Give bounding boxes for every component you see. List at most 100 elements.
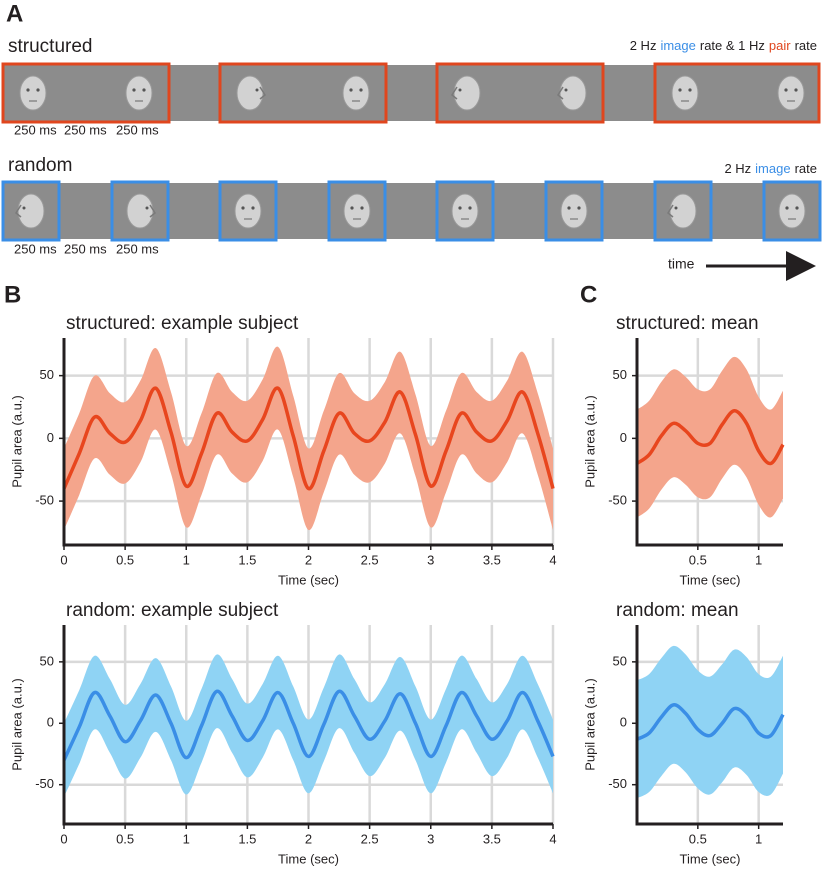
mean-line bbox=[62, 386, 555, 491]
x-axis-label: Time (sec) bbox=[278, 851, 339, 866]
face-eye bbox=[564, 88, 568, 92]
rate-label-part: image bbox=[660, 38, 695, 53]
face-head bbox=[559, 75, 587, 111]
face-eye bbox=[468, 206, 472, 210]
time-label: time bbox=[668, 256, 695, 272]
panel-label: B bbox=[4, 281, 21, 308]
y-axis-label: Pupil area (a.u.) bbox=[9, 395, 24, 488]
face bbox=[236, 75, 266, 111]
face-head bbox=[126, 193, 154, 229]
x-tick-label: 4 bbox=[549, 552, 556, 567]
face-head bbox=[560, 193, 588, 229]
stimulus-frame bbox=[1, 62, 171, 124]
face-head bbox=[17, 193, 45, 229]
face bbox=[125, 75, 153, 111]
face-eye bbox=[26, 88, 30, 92]
y-tick-label: 0 bbox=[47, 430, 54, 445]
face-eye bbox=[132, 88, 136, 92]
face bbox=[777, 75, 805, 111]
mean-line bbox=[635, 409, 785, 466]
x-tick-label: 1 bbox=[755, 552, 762, 567]
face-eye bbox=[251, 206, 255, 210]
x-tick-label: 3.5 bbox=[483, 552, 501, 567]
x-tick-label: 0 bbox=[60, 552, 67, 567]
x-tick-label: 3 bbox=[427, 831, 434, 846]
rate-label-part: pair bbox=[769, 38, 791, 53]
y-tick-label: 0 bbox=[620, 430, 627, 445]
face-head bbox=[19, 75, 47, 111]
face-eye bbox=[349, 88, 353, 92]
stimulus-frame bbox=[110, 180, 170, 242]
y-tick-label: 50 bbox=[40, 367, 54, 382]
face-eye bbox=[688, 88, 692, 92]
face-eye bbox=[255, 88, 259, 92]
face-profile bbox=[259, 86, 266, 100]
face-head bbox=[234, 193, 262, 229]
confidence-band bbox=[637, 356, 783, 518]
face-eye bbox=[142, 88, 146, 92]
x-axis-label: Time (sec) bbox=[680, 572, 741, 587]
face bbox=[342, 75, 370, 111]
y-tick-label: 50 bbox=[40, 653, 54, 668]
face-head bbox=[671, 75, 699, 111]
face-head bbox=[343, 193, 371, 229]
confidence-band bbox=[637, 645, 783, 799]
x-axis-label: Time (sec) bbox=[278, 572, 339, 587]
x-tick-label: 0.5 bbox=[116, 831, 134, 846]
face-profile bbox=[667, 204, 674, 218]
x-tick-label: 4 bbox=[549, 831, 556, 846]
face-head bbox=[778, 193, 806, 229]
face bbox=[560, 193, 588, 229]
timing-label: 250 ms bbox=[14, 122, 57, 137]
chart-title: structured: mean bbox=[616, 313, 759, 334]
face-eye bbox=[794, 88, 798, 92]
stimulus-frame bbox=[218, 180, 278, 242]
face bbox=[557, 75, 587, 111]
face-head bbox=[342, 75, 370, 111]
x-axis-label: Time (sec) bbox=[680, 851, 741, 866]
rate-label: 2 Hz image rate & 1 Hz pair rate bbox=[630, 38, 817, 53]
x-tick-label: 0 bbox=[60, 831, 67, 846]
row-label: structured bbox=[8, 36, 92, 57]
timing-label: 250 ms bbox=[64, 241, 107, 256]
chart-title: random: example subject bbox=[66, 600, 279, 621]
face bbox=[671, 75, 699, 111]
face-eye bbox=[241, 206, 245, 210]
face-head bbox=[125, 75, 153, 111]
face-head bbox=[777, 75, 805, 111]
y-tick-label: 50 bbox=[613, 367, 627, 382]
stimulus-frame bbox=[653, 62, 821, 124]
row-label: random bbox=[8, 155, 72, 176]
face bbox=[667, 193, 697, 229]
timing-label: 250 ms bbox=[14, 241, 57, 256]
stimulus-frame bbox=[762, 180, 822, 242]
face-eye bbox=[145, 206, 149, 210]
x-tick-label: 0.5 bbox=[116, 552, 134, 567]
y-tick-label: 50 bbox=[613, 653, 627, 668]
y-tick-label: 0 bbox=[47, 715, 54, 730]
x-tick-label: 1 bbox=[183, 831, 190, 846]
face-profile bbox=[15, 204, 22, 218]
face-eye bbox=[359, 88, 363, 92]
face bbox=[451, 193, 479, 229]
face-head bbox=[669, 193, 697, 229]
rate-label-part: 2 Hz bbox=[724, 161, 751, 176]
mean-line bbox=[62, 689, 555, 761]
stimulus-frame bbox=[1, 180, 61, 242]
face bbox=[19, 75, 47, 111]
chart-title: random: mean bbox=[616, 600, 739, 621]
rate-label-part: rate & 1 Hz bbox=[700, 38, 765, 53]
face-eye bbox=[360, 206, 364, 210]
x-tick-label: 1 bbox=[755, 831, 762, 846]
confidence-band bbox=[64, 654, 553, 797]
x-tick-label: 0.5 bbox=[689, 552, 707, 567]
face bbox=[778, 193, 806, 229]
face-eye bbox=[458, 88, 462, 92]
x-tick-label: 3 bbox=[427, 552, 434, 567]
y-tick-label: -50 bbox=[608, 776, 627, 791]
stimulus-frame bbox=[218, 62, 388, 124]
timing-label: 250 ms bbox=[116, 122, 159, 137]
x-tick-label: 1 bbox=[183, 552, 190, 567]
face-eye bbox=[795, 206, 799, 210]
